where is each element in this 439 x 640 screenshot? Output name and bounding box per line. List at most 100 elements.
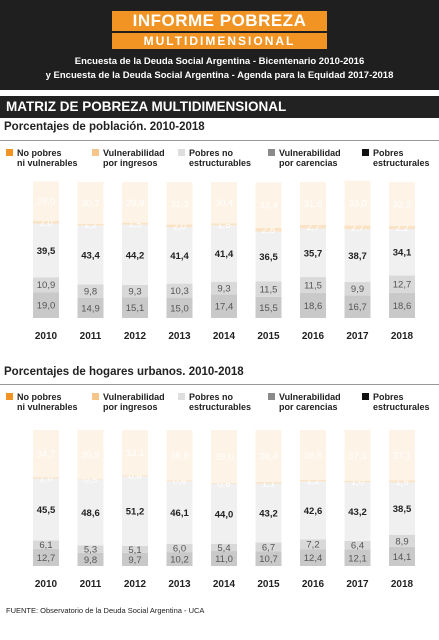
chart2-bar-no-pobres xyxy=(389,429,415,481)
chart2-bar-vulnerabilidad-ingresos xyxy=(77,478,104,480)
chart2-bar-pobres-estructurales xyxy=(33,548,59,566)
chart1-data-label: 12,7 xyxy=(393,280,412,291)
chart2-bar-pobres-no-estructurables xyxy=(255,483,282,543)
chart2-year-label: 2017 xyxy=(346,579,369,590)
chart1-bar-pobres-estructurales xyxy=(122,297,148,318)
chart1-data-label: 1,2 xyxy=(84,220,97,231)
chart2-data-label: 6,7 xyxy=(262,542,275,553)
chart1-data-label: 14,9 xyxy=(81,303,100,314)
chart1-data-label: 2,7 xyxy=(351,223,364,234)
chart2-data-label: 38,4 xyxy=(259,451,278,462)
legend-swatch xyxy=(6,149,13,156)
chart1-data-label: 30,7 xyxy=(81,198,100,209)
chart1-bar-no-pobres xyxy=(255,182,282,228)
chart1-data-label: 18,6 xyxy=(304,301,323,312)
chart2-bar-no-pobres xyxy=(300,430,326,480)
legend-swatch xyxy=(268,393,275,400)
chart2-bar-pobres-estructurales xyxy=(166,552,193,566)
chart2-bar-pobres-no-estructurables xyxy=(389,482,415,535)
chart1-bar-pobres-no-estructurables xyxy=(300,228,326,278)
chart1-data-label: 2,0 xyxy=(39,218,52,229)
chart2-bar-pobres-estructurales xyxy=(77,552,104,566)
report-subtitle: MULTIDIMENSIONAL xyxy=(112,33,327,49)
chart2-year-label: 2015 xyxy=(257,579,280,590)
legend-swatch xyxy=(92,393,99,400)
chart2-data-label: 5,3 xyxy=(84,545,97,556)
chart2-data-label: 33,1 xyxy=(126,448,145,459)
header-banner: INFORME POBREZA MULTIDIMENSIONAL Encuest… xyxy=(0,0,439,90)
chart1-bar-pobres-no-estructurables xyxy=(122,224,148,285)
legend-swatch xyxy=(268,149,275,156)
chart2-year-label: 2014 xyxy=(213,579,236,590)
chart2-bar-pobres-no-estructurables xyxy=(77,479,104,546)
chart1-data-label: 16,7 xyxy=(348,302,367,313)
chart2-data-label: 0,5 xyxy=(84,475,97,486)
chart1-year-label: 2010 xyxy=(35,331,58,342)
survey-line-2: y Encuesta de la Deuda Social Argentina … xyxy=(45,70,394,81)
chart1-bar-pobres-no-estructurables xyxy=(77,225,104,285)
chart1-bar-pobres-estructurales xyxy=(344,295,371,318)
chart2-year-label: 2016 xyxy=(302,579,325,590)
chart1-bar-no-pobres xyxy=(122,182,148,223)
chart1-title: Porcentajes de población. 2010-2018 xyxy=(4,121,205,133)
legend-label: Pobres estructurales xyxy=(373,392,430,412)
chart1-bar-vulnerabilidad-ingresos xyxy=(211,223,237,226)
chart2-bar-vulnerabilidad-carencias xyxy=(255,542,282,552)
chart2-bar-vulnerabilidad-ingresos xyxy=(211,483,237,484)
chart2-bar-no-pobres xyxy=(33,430,59,478)
chart1-data-label: 38,7 xyxy=(348,251,367,262)
legend-label: Vulnerabilidad por carencias xyxy=(279,392,341,412)
chart1-data-label: 34,1 xyxy=(393,248,412,259)
chart2-bar-vulnerabilidad-carencias xyxy=(344,540,371,550)
chart1-bar-vulnerabilidad-ingresos xyxy=(300,224,326,229)
chart1-bar-vulnerabilidad-ingresos xyxy=(389,226,415,230)
chart2-data-label: 0,6 xyxy=(217,479,230,490)
chart1-bar-vulnerabilidad-ingresos xyxy=(255,227,282,232)
chart2-data-label: 1,2 xyxy=(306,476,319,487)
chart2-data-label: 34,7 xyxy=(37,449,56,460)
chart1-bar-vulnerabilidad-ingresos xyxy=(122,222,148,225)
chart1-bar-vulnerabilidad-ingresos xyxy=(33,220,59,224)
chart2-data-label: 46,1 xyxy=(170,508,189,519)
chart1-data-label: 33,4 xyxy=(259,201,278,212)
chart1-bar-vulnerabilidad-carencias xyxy=(77,284,104,298)
chart1-bar-no-pobres xyxy=(344,180,371,226)
chart1-data-label: 32,2 xyxy=(393,200,412,211)
chart1-bar-pobres-estructurales xyxy=(300,292,326,318)
chart1-bar-vulnerabilidad-ingresos xyxy=(166,224,193,228)
chart1-bar-no-pobres xyxy=(389,182,415,227)
chart1-bar-vulnerabilidad-carencias xyxy=(344,281,371,296)
chart1-year-label: 2014 xyxy=(213,331,236,342)
legend-label: Pobres no estructurables xyxy=(189,148,252,168)
chart2-year-label: 2013 xyxy=(168,579,191,590)
chart2-data-label: 9,7 xyxy=(128,555,141,566)
chart2-data-label: 38,5 xyxy=(393,504,412,515)
chart2-year-label: 2018 xyxy=(391,579,414,590)
chart1-data-label: 1,5 xyxy=(217,220,230,231)
chart2-data-label: 36,9 xyxy=(170,451,189,462)
chart2-bar-vulnerabilidad-ingresos xyxy=(255,482,282,484)
chart1-bar-vulnerabilidad-carencias xyxy=(33,277,59,293)
chart2-bar-vulnerabilidad-ingresos xyxy=(122,475,148,477)
chart2-data-label: 36,6 xyxy=(304,450,323,461)
chart1-year-label: 2012 xyxy=(124,331,147,342)
chart2-data-label: 1,0 xyxy=(351,477,364,488)
legend-swatch xyxy=(362,149,369,156)
legend-swatch xyxy=(6,393,13,400)
legend-label: Vulnerabilidad por carencias xyxy=(279,148,341,168)
chart1-data-label: 41,4 xyxy=(215,249,234,260)
chart2-data-label: 10,2 xyxy=(170,555,189,566)
chart2-bar-vulnerabilidad-carencias xyxy=(211,543,237,552)
chart2-data-label: 7,2 xyxy=(306,540,319,551)
chart1-data-label: 17,4 xyxy=(215,302,234,313)
chart1-divider xyxy=(0,140,439,141)
chart1-data-label: 30,4 xyxy=(215,198,234,209)
chart2-bar-vulnerabilidad-ingresos xyxy=(33,477,59,479)
chart1-year-label: 2016 xyxy=(302,331,325,342)
legend-label: Vulnerabilidad por ingresos xyxy=(103,392,165,412)
chart1-data-label: 41,4 xyxy=(170,251,189,262)
chart2-data-label: 37,3 xyxy=(348,451,367,462)
chart1-year-label: 2015 xyxy=(257,331,280,342)
chart1-bar-vulnerabilidad-carencias xyxy=(211,281,237,295)
chart1-bar-pobres-estructurales xyxy=(166,297,193,318)
